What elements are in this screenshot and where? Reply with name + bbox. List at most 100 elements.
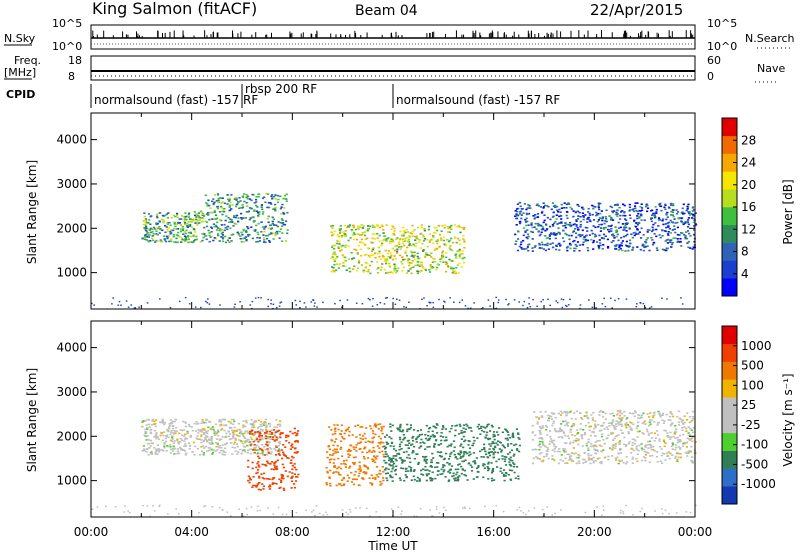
velocity-cell xyxy=(260,425,263,427)
velocity-cell xyxy=(204,438,207,441)
power-ground-cell xyxy=(178,300,181,303)
power-ground-cell xyxy=(379,302,382,304)
power-cell xyxy=(617,221,620,224)
velocity-cell xyxy=(573,412,576,414)
power-cell xyxy=(565,223,568,226)
velocity-cell xyxy=(148,447,151,449)
power-cell xyxy=(641,244,644,247)
velocity-ground-cell xyxy=(527,510,530,512)
velocity-cell xyxy=(424,465,427,468)
velocity-cell xyxy=(253,426,256,428)
power-ground-cell xyxy=(184,296,187,299)
power-cell xyxy=(622,235,626,238)
power-ground-cell xyxy=(367,297,370,300)
power-ground-cell xyxy=(507,304,509,306)
power-cell xyxy=(222,208,225,211)
velocity-cell xyxy=(388,436,391,438)
power-cell xyxy=(253,209,256,211)
power-cell xyxy=(380,244,383,247)
power-cell xyxy=(551,242,554,244)
power-cell xyxy=(601,216,604,218)
velocity-cell xyxy=(485,453,488,456)
velocity-cell xyxy=(287,434,290,437)
velocity-cell xyxy=(169,452,172,454)
power-cell xyxy=(163,239,166,241)
velocity-cell xyxy=(157,448,160,450)
power-cell xyxy=(448,231,451,233)
velocity-cell xyxy=(214,450,217,452)
velocity-cell xyxy=(153,447,156,449)
power-cell xyxy=(378,234,381,237)
velocity-cell xyxy=(232,418,235,421)
colorbar-tick-label: 100 xyxy=(741,378,764,392)
velocity-cell xyxy=(611,412,614,415)
velocity-cell xyxy=(399,430,402,433)
power-cell xyxy=(524,219,527,221)
velocity-cell xyxy=(571,434,574,436)
velocity-cell xyxy=(328,476,331,478)
colorbar-swatch xyxy=(722,468,737,487)
power-cell xyxy=(440,238,443,241)
velocity-cell xyxy=(374,433,377,436)
velocity-ground-cell xyxy=(625,504,627,507)
power-ground-cell xyxy=(473,302,475,304)
velocity-cell xyxy=(610,433,613,435)
velocity-ylabel: Slant Range [km] xyxy=(25,368,39,472)
velocity-cell xyxy=(448,469,451,472)
power-ground-cell xyxy=(604,305,607,308)
velocity-cell xyxy=(242,424,245,427)
power-cell xyxy=(619,214,622,217)
power-cell xyxy=(692,209,696,211)
velocity-cell xyxy=(144,428,147,431)
velocity-cell xyxy=(518,444,521,447)
velocity-cell xyxy=(172,432,175,434)
power-cell xyxy=(396,248,399,251)
velocity-ground-cell xyxy=(204,505,207,507)
velocity-ground-cell xyxy=(438,512,441,514)
power-cell xyxy=(665,218,668,221)
power-cell xyxy=(635,222,638,224)
power-cell xyxy=(401,263,404,265)
velocity-cell xyxy=(282,451,285,454)
power-cell xyxy=(283,197,286,200)
velocity-cell xyxy=(538,448,541,451)
velocity-cell xyxy=(223,418,226,421)
power-cell xyxy=(413,229,416,231)
power-cell xyxy=(404,231,407,234)
power-cell xyxy=(266,217,269,220)
power-cell xyxy=(144,218,147,220)
velocity-cell xyxy=(594,420,597,422)
power-cell xyxy=(592,207,595,210)
velocity-cell xyxy=(271,478,274,481)
power-cell xyxy=(181,226,184,228)
power-cell xyxy=(389,240,392,243)
velocity-cell xyxy=(553,412,556,415)
velocity-ground-cell xyxy=(349,511,352,513)
power-cell xyxy=(281,225,284,227)
power-cell xyxy=(552,205,555,207)
velocity-cell xyxy=(680,421,683,423)
power-cell xyxy=(542,202,545,204)
velocity-cell xyxy=(562,420,565,423)
velocity-cell xyxy=(485,425,488,428)
velocity-cell xyxy=(272,436,275,438)
power-cell xyxy=(394,245,397,248)
power-ground-cell xyxy=(314,302,316,304)
velocity-cell xyxy=(345,459,348,462)
power-cell xyxy=(393,265,396,267)
velocity-cell xyxy=(357,442,360,444)
velocity-cell xyxy=(425,479,428,482)
velocity-cell xyxy=(569,410,572,413)
power-cell xyxy=(211,218,214,220)
velocity-cell xyxy=(199,454,202,456)
velocity-cell xyxy=(487,451,490,454)
velocity-cell xyxy=(642,421,645,424)
velocity-cell xyxy=(510,442,513,445)
power-cell xyxy=(638,222,641,225)
power-cell xyxy=(568,203,571,205)
power-cell xyxy=(162,220,165,222)
power-cell xyxy=(519,212,522,215)
velocity-cell xyxy=(492,433,495,436)
velocity-cell xyxy=(385,453,388,456)
